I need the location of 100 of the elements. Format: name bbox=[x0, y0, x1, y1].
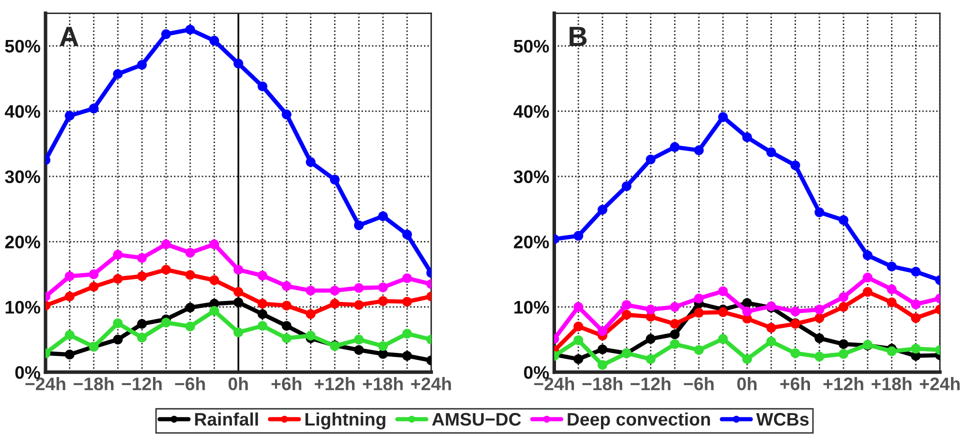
legend-label: Lightning bbox=[306, 412, 386, 430]
point bbox=[886, 284, 897, 294]
point bbox=[766, 322, 776, 333]
point bbox=[378, 341, 388, 351]
point bbox=[209, 306, 220, 316]
y-tick-label: 30% bbox=[4, 170, 40, 184]
x-tick-label: 0h bbox=[228, 377, 248, 390]
point bbox=[185, 248, 196, 258]
point bbox=[886, 262, 897, 272]
chart-title: A bbox=[60, 26, 78, 46]
point bbox=[64, 350, 75, 360]
point bbox=[694, 345, 704, 355]
point bbox=[598, 360, 608, 370]
point bbox=[185, 302, 196, 312]
chart-title: B bbox=[570, 26, 587, 46]
point bbox=[574, 335, 584, 346]
point bbox=[814, 333, 824, 344]
point bbox=[838, 349, 848, 359]
point bbox=[64, 330, 75, 340]
point bbox=[354, 300, 364, 310]
point bbox=[598, 326, 608, 336]
point bbox=[766, 336, 776, 346]
point bbox=[402, 230, 412, 240]
point bbox=[814, 352, 824, 362]
point bbox=[137, 271, 147, 282]
point bbox=[718, 334, 728, 344]
point bbox=[910, 344, 921, 354]
point bbox=[574, 322, 584, 332]
point bbox=[234, 287, 244, 297]
y-tick-label: 10% bbox=[514, 300, 549, 314]
point bbox=[742, 298, 752, 308]
point bbox=[838, 215, 848, 225]
point bbox=[137, 332, 147, 342]
x-tick-label: −24h bbox=[25, 377, 66, 390]
legend-label: Deep convection bbox=[568, 412, 710, 430]
point bbox=[234, 264, 244, 275]
point bbox=[354, 345, 364, 355]
point bbox=[622, 300, 632, 310]
point bbox=[306, 157, 316, 167]
point bbox=[910, 266, 921, 277]
x-tick-label: +12h bbox=[314, 377, 354, 390]
y-tick-label: 0% bbox=[15, 366, 40, 379]
point bbox=[306, 286, 316, 296]
point bbox=[862, 287, 872, 297]
y-tick-label: 50% bbox=[5, 40, 40, 53]
point bbox=[886, 346, 897, 356]
point bbox=[282, 281, 292, 291]
x-tick-label: +12h bbox=[823, 377, 864, 390]
point bbox=[64, 271, 75, 282]
point bbox=[670, 142, 680, 152]
y-tick-label: 20% bbox=[5, 236, 40, 248]
point bbox=[209, 239, 220, 250]
point bbox=[670, 319, 680, 329]
point bbox=[598, 344, 608, 354]
x-tick-label: +18h bbox=[872, 377, 912, 390]
point bbox=[137, 319, 147, 329]
y-tick-label: 40% bbox=[4, 105, 40, 118]
x-tick-label: −12h bbox=[122, 377, 162, 390]
point bbox=[258, 320, 268, 331]
point bbox=[718, 112, 728, 122]
point bbox=[670, 329, 680, 340]
point bbox=[694, 294, 704, 304]
point bbox=[670, 339, 680, 349]
point bbox=[185, 270, 196, 280]
point bbox=[574, 354, 584, 364]
point bbox=[209, 36, 220, 46]
y-tick-label: 0% bbox=[524, 366, 549, 379]
point bbox=[306, 330, 316, 340]
point bbox=[185, 322, 196, 332]
point bbox=[112, 274, 123, 284]
point bbox=[234, 327, 244, 338]
point bbox=[790, 160, 800, 170]
point bbox=[646, 304, 656, 314]
point bbox=[112, 69, 123, 79]
point bbox=[64, 292, 75, 302]
point bbox=[88, 282, 99, 292]
x-tick-label: −24h bbox=[534, 377, 574, 390]
point bbox=[378, 211, 388, 222]
point bbox=[574, 230, 584, 241]
point bbox=[378, 296, 388, 306]
x-tick-label: 0h bbox=[737, 377, 757, 390]
point bbox=[258, 309, 268, 319]
point bbox=[161, 318, 171, 328]
point bbox=[330, 298, 340, 309]
point bbox=[282, 110, 292, 120]
point bbox=[112, 334, 123, 344]
point bbox=[282, 333, 292, 344]
point bbox=[137, 253, 147, 263]
point bbox=[910, 313, 921, 323]
x-tick-label: −18h bbox=[582, 377, 622, 390]
point bbox=[838, 339, 848, 349]
point bbox=[742, 132, 752, 142]
point bbox=[378, 282, 388, 292]
point bbox=[161, 29, 171, 40]
point bbox=[838, 292, 848, 302]
point bbox=[330, 174, 340, 185]
point bbox=[402, 273, 412, 284]
x-tick-label: −12h bbox=[630, 377, 670, 390]
point bbox=[402, 350, 412, 361]
x-tick-label: −6h bbox=[175, 377, 205, 390]
